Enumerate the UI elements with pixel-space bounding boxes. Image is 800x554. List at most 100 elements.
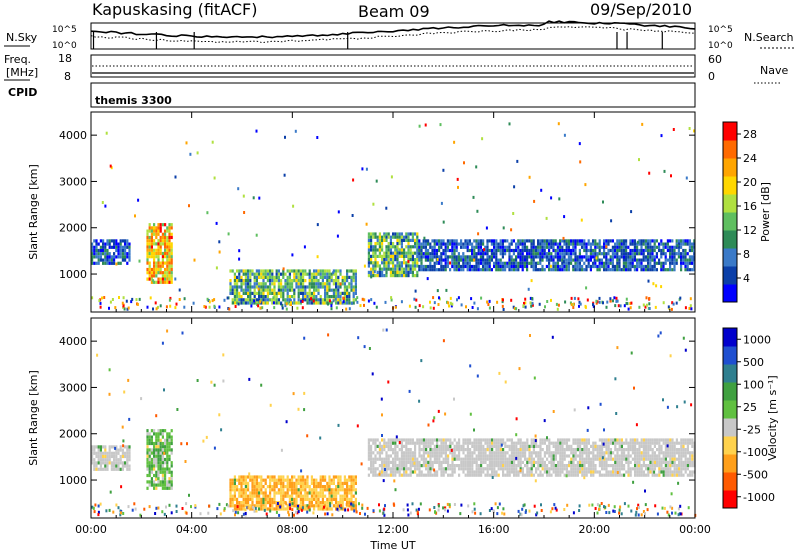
colorbar-swatch [723,248,737,267]
heatmap-cell [686,252,689,256]
heatmap-cell [532,460,535,464]
heatmap-cell [524,454,527,458]
heatmap-cell [579,454,582,458]
heatmap-cell [403,454,406,458]
heatmap-cell [341,501,344,505]
heatmap-cell [592,441,595,445]
heatmap-cell [148,435,151,439]
heatmap-cell [161,277,164,281]
heatmap-cell [620,438,623,442]
heatmap-cell [429,473,432,477]
heatmap-cell [539,438,542,442]
heatmap-cell [545,216,548,220]
heatmap-cell [238,491,241,495]
heatmap-cell [341,279,344,283]
heatmap-cell [258,272,261,276]
heatmap-cell [302,497,305,501]
heatmap-cell [378,254,381,258]
heatmap-cell [196,151,199,155]
heatmap-cell [598,252,601,256]
heatmap-cell [304,279,307,283]
heatmap-cell [157,242,160,246]
heatmap-cell [669,505,672,509]
heatmap-cell [385,206,388,210]
heatmap-cell [469,451,472,455]
heatmap-cell [554,470,557,474]
heatmap-cell [170,245,173,249]
heatmap-cell [528,248,531,253]
heatmap-cell [620,467,623,471]
heatmap-cell [519,252,522,256]
heatmap-cell [104,467,107,471]
heatmap-cell [609,268,612,272]
heatmap-cell [367,451,370,455]
heatmap-cell [444,268,447,272]
heatmap-cell [436,438,439,442]
heatmap-cell [691,460,694,464]
heatmap-cell [95,445,98,449]
heatmap-cell [521,264,524,269]
heatmap-cell [651,473,654,477]
heatmap-cell [631,248,634,253]
heatmap-cell [106,248,109,253]
heatmap-cell [653,473,656,477]
heatmap-cell [343,488,346,492]
heatmap-cell [330,275,333,279]
heatmap-cell [238,298,241,302]
heatmap-cell [425,460,428,464]
heatmap-cell [346,485,349,489]
heatmap-cell [438,444,441,448]
heatmap-cell [317,501,320,505]
heatmap-cell [508,444,511,448]
heatmap-cell [585,268,588,272]
heatmap-cell [266,295,269,299]
heatmap-cell [315,478,318,482]
heatmap-cell [671,506,674,510]
heatmap-cell [605,460,608,464]
heatmap-cell [488,464,491,468]
heatmap-cell [251,269,254,273]
heatmap-cell [242,272,245,276]
heatmap-cell [483,248,486,252]
heatmap-cell [352,301,355,305]
heatmap-cell [166,464,169,468]
heatmap-cell [152,279,155,283]
heatmap-cell [473,248,476,253]
heatmap-cell [629,467,632,471]
heatmap-cell [367,251,370,255]
heatmap-cell [233,282,236,286]
heatmap-cell [389,248,392,252]
heatmap-cell [634,444,637,448]
heatmap-cell [677,239,680,243]
heatmap-cell [675,258,678,262]
heatmap-cell [99,451,102,455]
heatmap-cell [148,480,151,484]
heatmap-cell [148,255,151,259]
heatmap-cell [480,473,483,477]
heatmap-cell [236,301,239,305]
heatmap-cell [653,438,656,442]
heatmap-cell [400,467,403,471]
heatmap-cell [392,467,395,471]
heatmap-cell [623,464,626,468]
heatmap-cell [672,128,675,131]
heatmap-cell [680,245,683,249]
heatmap-cell [297,481,300,485]
heatmap-cell [284,135,286,139]
heatmap-cell [155,461,158,465]
heatmap-cell [269,504,272,507]
heatmap-cell [108,445,111,449]
heatmap-cell [458,451,461,455]
heatmap-cell [651,460,654,464]
heatmap-cell [335,275,338,279]
heatmap-cell [315,485,318,489]
heatmap-cell [517,248,520,253]
heatmap-cell [515,248,518,253]
heatmap-cell [517,470,520,474]
heatmap-cell [601,460,604,464]
heatmap-cell [400,251,403,255]
heatmap-cell [343,288,346,292]
heatmap-cell [579,464,582,468]
heatmap-cell [510,268,513,272]
heatmap-cell [321,488,324,492]
